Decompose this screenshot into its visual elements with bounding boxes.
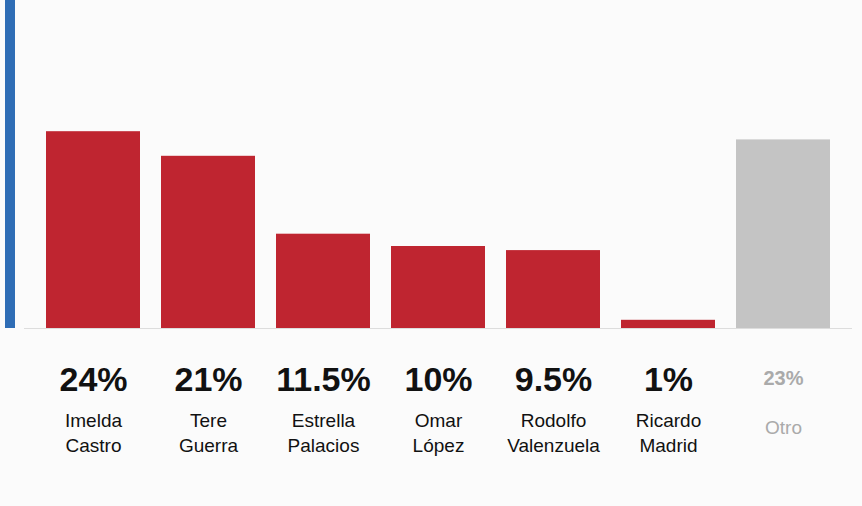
svg-text:TereGuerra: TereGuerra xyxy=(179,410,239,457)
svg-text:1%: 1% xyxy=(644,360,693,398)
svg-text:EstrellaPalacios: EstrellaPalacios xyxy=(288,410,360,457)
svg-text:ImeldaCastro: ImeldaCastro xyxy=(65,410,122,457)
svg-text:24%: 24% xyxy=(59,360,127,398)
svg-text:10%: 10% xyxy=(404,360,472,398)
svg-text:OmarLópez: OmarLópez xyxy=(413,410,465,457)
svg-text:RodolfoValenzuela: RodolfoValenzuela xyxy=(507,410,600,457)
svg-text:Otro: Otro xyxy=(765,417,802,438)
svg-text:21%: 21% xyxy=(174,360,242,398)
svg-text:9.5%: 9.5% xyxy=(515,360,593,398)
svg-text:RicardoMadrid: RicardoMadrid xyxy=(636,410,701,457)
svg-text:11.5%: 11.5% xyxy=(276,360,371,398)
svg-text:23%: 23% xyxy=(763,367,803,389)
